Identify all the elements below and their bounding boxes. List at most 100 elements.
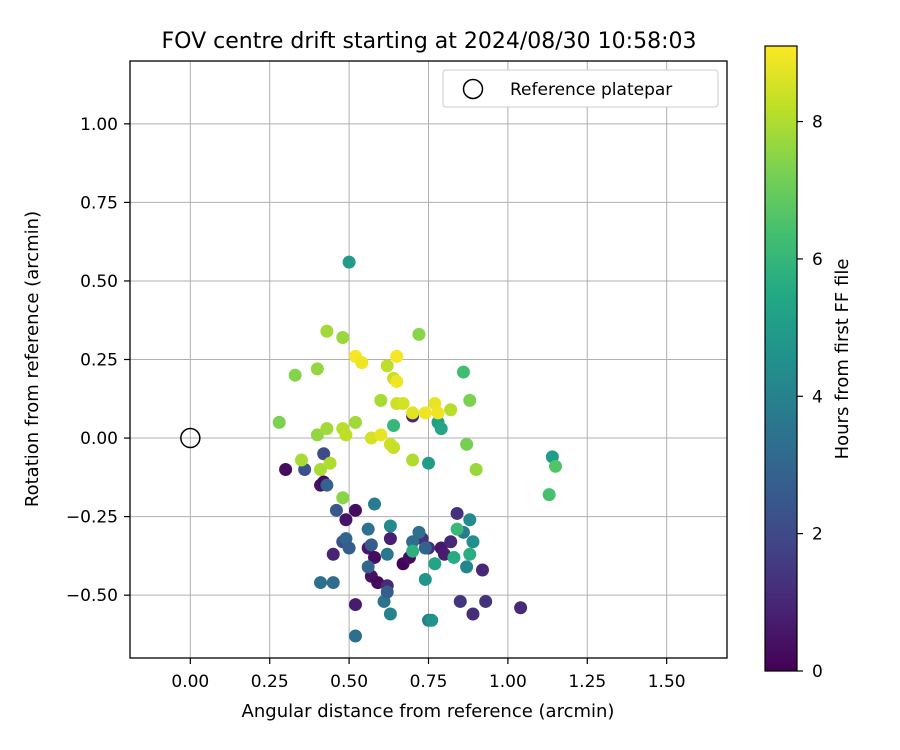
data-point bbox=[431, 406, 445, 420]
data-point bbox=[368, 550, 382, 564]
data-point bbox=[425, 613, 439, 627]
data-point bbox=[314, 462, 328, 476]
data-point bbox=[323, 456, 337, 470]
x-tick-label: 1.25 bbox=[568, 672, 606, 692]
data-point bbox=[380, 585, 394, 599]
data-point bbox=[390, 349, 404, 363]
data-point bbox=[368, 497, 382, 511]
data-point bbox=[447, 550, 461, 564]
data-point bbox=[348, 629, 362, 643]
data-point bbox=[390, 374, 404, 388]
y-tick-label: 0.25 bbox=[80, 351, 118, 371]
y-axis-label: Rotation from reference (arcmin) bbox=[22, 211, 43, 507]
colorbar-tick-label: 2 bbox=[812, 525, 823, 545]
data-point bbox=[514, 601, 528, 615]
data-point bbox=[422, 456, 435, 470]
data-point bbox=[310, 428, 324, 442]
y-tick-label: 0.75 bbox=[80, 193, 118, 213]
data-point bbox=[320, 324, 334, 338]
data-point bbox=[329, 503, 343, 517]
data-point bbox=[320, 478, 334, 492]
data-point bbox=[412, 525, 426, 539]
data-point bbox=[450, 506, 464, 520]
data-point bbox=[326, 576, 340, 590]
data-point bbox=[317, 447, 331, 461]
x-tick-label: 0.50 bbox=[330, 672, 368, 692]
data-point bbox=[463, 393, 477, 407]
x-tick-label: 1.00 bbox=[489, 672, 527, 692]
y-tick-label: 1.00 bbox=[80, 115, 118, 135]
data-point bbox=[361, 560, 375, 574]
colorbar-tick-label: 0 bbox=[812, 662, 823, 682]
data-point bbox=[479, 594, 493, 608]
data-point bbox=[450, 522, 464, 536]
data-point bbox=[406, 453, 420, 467]
data-point bbox=[320, 422, 334, 436]
y-tick-label: 0.00 bbox=[80, 429, 118, 449]
data-point bbox=[326, 547, 340, 561]
x-tick-label: 0.75 bbox=[410, 672, 448, 692]
data-point bbox=[463, 513, 477, 527]
data-point bbox=[339, 428, 353, 442]
chart-title: FOV centre drift starting at 2024/08/30 … bbox=[162, 29, 697, 54]
data-point bbox=[444, 535, 458, 549]
colorbar-label: Hours from first FF file bbox=[832, 259, 853, 460]
data-point bbox=[339, 513, 353, 527]
data-point bbox=[406, 544, 420, 558]
colorbar-ticks: 0 2 4 6 8 bbox=[797, 113, 823, 682]
data-point bbox=[418, 406, 432, 420]
data-point bbox=[374, 393, 388, 407]
data-point bbox=[387, 418, 401, 432]
grid bbox=[130, 61, 727, 658]
data-point bbox=[466, 535, 480, 549]
colorbar-tick-label: 6 bbox=[812, 250, 823, 270]
data-point bbox=[469, 462, 483, 476]
x-tick-label: 0.25 bbox=[251, 672, 289, 692]
colorbar-gradient bbox=[764, 45, 798, 672]
data-point bbox=[272, 415, 286, 429]
data-point bbox=[288, 368, 302, 382]
data-point bbox=[444, 403, 458, 417]
data-point bbox=[549, 459, 563, 473]
data-point bbox=[348, 503, 362, 517]
data-point bbox=[466, 607, 480, 621]
data-point bbox=[294, 453, 308, 467]
colorbar: 0 2 4 6 8 Hours from first FF file bbox=[764, 45, 853, 682]
legend: Reference platepar bbox=[442, 69, 719, 108]
data-point bbox=[460, 437, 474, 451]
data-point bbox=[542, 488, 556, 502]
data-point bbox=[418, 572, 432, 586]
y-tick-label: −0.50 bbox=[66, 586, 118, 606]
legend-marker bbox=[462, 78, 484, 100]
data-point bbox=[336, 331, 350, 345]
data-point bbox=[310, 362, 324, 376]
data-point bbox=[348, 415, 362, 429]
data-point bbox=[383, 607, 397, 621]
data-point bbox=[314, 576, 328, 590]
data-point bbox=[406, 535, 420, 549]
data-point bbox=[434, 422, 448, 436]
data-point bbox=[428, 557, 442, 571]
data-point bbox=[456, 365, 470, 379]
data-point bbox=[418, 541, 432, 555]
reference-platepar-marker bbox=[180, 427, 201, 449]
data-point bbox=[342, 541, 356, 555]
data-point bbox=[383, 532, 397, 546]
data-point bbox=[406, 406, 420, 420]
data-point bbox=[460, 560, 474, 574]
data-point bbox=[453, 594, 467, 608]
x-axis-label: Angular distance from reference (arcmin) bbox=[242, 701, 615, 722]
data-point bbox=[336, 491, 350, 505]
data-point bbox=[364, 538, 378, 552]
legend-box bbox=[442, 69, 719, 108]
data-point bbox=[475, 563, 489, 577]
data-point bbox=[463, 547, 477, 561]
data-point bbox=[380, 359, 394, 373]
data-points bbox=[272, 255, 563, 643]
legend-label: Reference platepar bbox=[510, 80, 672, 100]
data-point bbox=[383, 519, 397, 533]
y-tick-label: 0.50 bbox=[80, 272, 118, 292]
data-point bbox=[412, 327, 426, 341]
data-point bbox=[396, 396, 410, 410]
